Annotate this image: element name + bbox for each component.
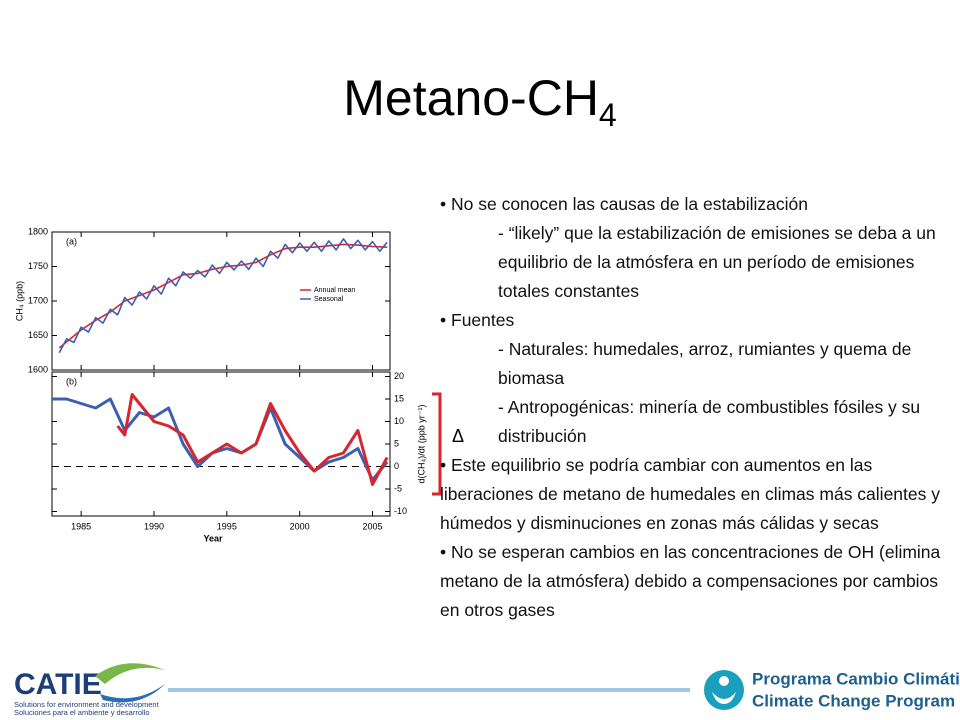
bullet: • Fuentes	[440, 306, 956, 335]
bullet-text: - “likely” que la estabilización de emis…	[498, 223, 936, 301]
y-axis-label: d(CH₄)/dt (ppb yr⁻¹)	[416, 405, 426, 484]
slide-title: Metano-CH4	[343, 70, 616, 133]
y-tick-label: 0	[394, 461, 399, 471]
catie-swoosh	[95, 663, 165, 684]
x-tick-label: 2000	[290, 521, 310, 531]
sub-bullet: - “likely” que la estabilización de emis…	[440, 219, 956, 306]
delta-label: Δ	[452, 426, 465, 446]
data-line	[58, 243, 388, 349]
bullet: • No se conocen las causas de la estabil…	[440, 190, 956, 219]
x-axis-label: Year	[203, 533, 223, 543]
delta-bracket	[432, 392, 442, 496]
program-name: Climate Change Program	[752, 691, 955, 710]
bullet-text: - Naturales: humedales, arroz, rumiantes…	[498, 339, 912, 388]
bullet-list: • No se conocen las causas de la estabil…	[440, 190, 956, 625]
y-tick-label: 15	[394, 393, 404, 403]
x-tick-label: 1985	[71, 521, 91, 531]
legend-label: Seasonal	[314, 296, 344, 303]
y-tick-label: 1700	[28, 295, 48, 305]
panel-label: (b)	[66, 376, 77, 386]
catie-swoosh	[100, 684, 165, 703]
catie-tagline: Solutions for environment and developmen…	[14, 700, 160, 709]
plot-frame	[51, 371, 391, 517]
panel-label: (a)	[66, 236, 77, 246]
program-logo	[719, 676, 729, 686]
bullet: • No se esperan cambios en las concentra…	[440, 538, 956, 625]
y-tick-label: 20	[394, 371, 404, 381]
title-text: Metano-CH	[343, 70, 599, 126]
bullet-text: No se esperan cambios en las concentraci…	[440, 542, 941, 620]
program-logo	[712, 692, 736, 704]
y-tick-label: 1800	[28, 226, 48, 236]
program-logo	[704, 670, 744, 710]
data-line	[116, 393, 389, 486]
y-tick-label: 5	[394, 438, 399, 448]
y-tick-label: 10	[394, 416, 404, 426]
bullet-text: No se conocen las causas de la estabiliz…	[451, 194, 809, 214]
bullet-text: Este equilibrio se podría cambiar con au…	[440, 455, 940, 533]
bullet-glyph: •	[440, 542, 451, 562]
y-axis-label: CH₄ (ppb)	[14, 281, 24, 321]
data-line	[52, 397, 389, 482]
bullet-glyph: •	[440, 455, 451, 475]
footer-rule	[168, 688, 690, 692]
data-line	[58, 238, 388, 354]
bullet-text: Fuentes	[451, 310, 515, 330]
bullet-glyph: •	[440, 310, 451, 330]
catie-tagline: Soluciones para el ambiente y desarrollo	[14, 708, 150, 717]
x-tick-label: 1990	[144, 521, 164, 531]
sub-bullet: - Antropogénicas: minería de combustible…	[440, 393, 956, 451]
y-tick-label: 1750	[28, 261, 48, 271]
bullet: • Este equilibrio se podría cambiar con …	[440, 451, 956, 538]
y-tick-label: 1600	[28, 364, 48, 374]
sub-bullet: - Naturales: humedales, arroz, rumiantes…	[440, 335, 956, 393]
bullet-text: - Antropogénicas: minería de combustible…	[498, 397, 921, 446]
x-tick-label: 1995	[217, 521, 237, 531]
y-tick-label: -5	[394, 483, 402, 493]
catie-logo-text: CATIE	[14, 668, 102, 701]
title-subscript: 4	[599, 97, 617, 133]
y-tick-label: 1650	[28, 330, 48, 340]
y-tick-label: -10	[394, 506, 407, 516]
bullet-glyph: •	[440, 194, 451, 214]
program-name: Programa Cambio Climático	[752, 669, 960, 688]
x-tick-label: 2005	[363, 521, 383, 531]
legend-label: Annual mean	[314, 287, 355, 294]
